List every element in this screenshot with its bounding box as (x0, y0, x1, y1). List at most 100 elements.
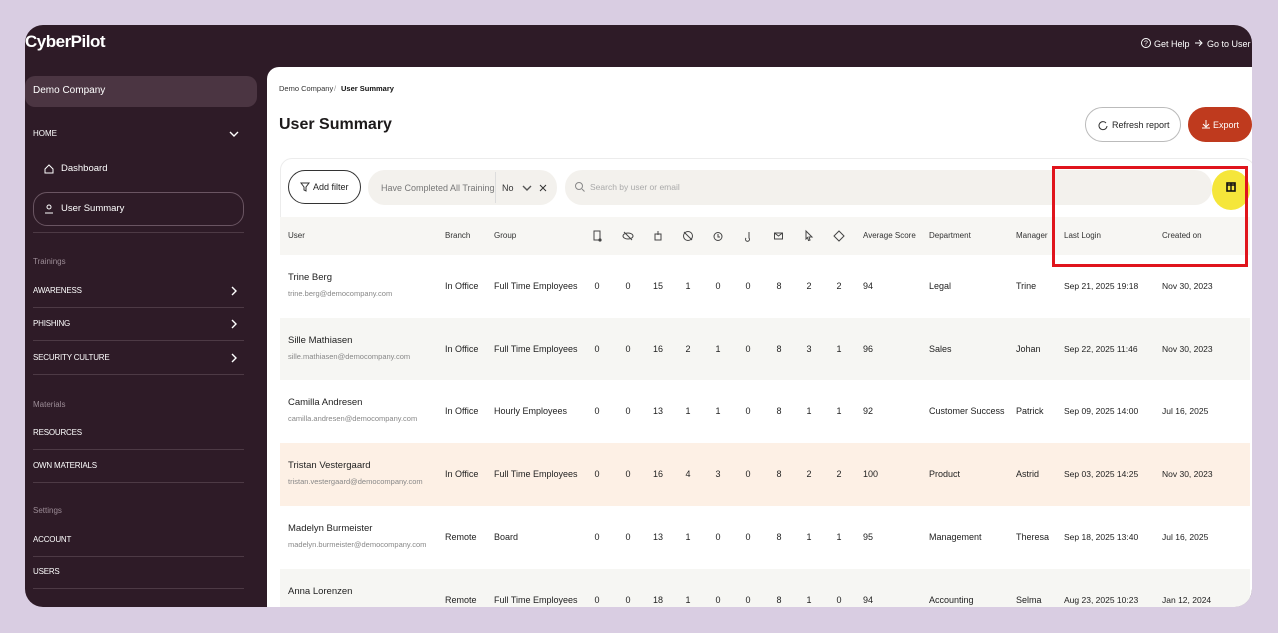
go-to-user-link[interactable]: Go to User (1207, 39, 1251, 49)
column-header[interactable]: Department (929, 231, 971, 240)
cell-created-on: Nov 30, 2023 (1162, 469, 1213, 480)
cell-count: 2 (806, 281, 812, 291)
cell-count: 0 (594, 531, 600, 542)
cell-count: 0 (594, 343, 600, 354)
column-header[interactable]: Created on (1162, 231, 1202, 240)
nav-item[interactable]: OWN MATERIALS (33, 461, 97, 470)
cell-department: Legal (929, 281, 952, 291)
column-icon (683, 231, 693, 241)
cell-count: 0 (745, 531, 751, 542)
user-name: Sille Mathiasen (288, 334, 353, 346)
cell-count: 8 (776, 531, 782, 542)
separator (33, 340, 244, 341)
cell-count: 2 (836, 281, 842, 291)
cell-count: 3 (715, 469, 721, 480)
cell-count: 13 (652, 531, 663, 542)
user-name: Madelyn Burmeister (288, 522, 373, 534)
separator (33, 556, 244, 557)
cell-count: 2 (836, 469, 842, 480)
help-icon: ? (1141, 38, 1151, 48)
table-row[interactable] (280, 505, 1250, 569)
chevron (522, 185, 532, 191)
table-row[interactable] (280, 443, 1250, 507)
cell-count: 1 (685, 594, 691, 605)
nav-item[interactable]: USERS (33, 567, 60, 576)
nav-item[interactable]: RESOURCES (33, 428, 82, 437)
cell-count: 1 (715, 343, 721, 354)
user-name: Tristan Vestergaard (288, 460, 371, 472)
help-link[interactable]: Get Help (1154, 39, 1190, 49)
nav-item[interactable]: PHISHING (33, 319, 71, 328)
cell-manager: Trine (1016, 281, 1037, 291)
cell-manager: Theresa (1016, 531, 1050, 542)
user-email: tristan.vestergaard@democompany.com (288, 477, 423, 487)
divider (495, 172, 496, 203)
table-row[interactable] (280, 317, 1250, 381)
search-input[interactable] (565, 170, 1212, 205)
cell-created-on: Jan 12, 2024 (1162, 594, 1212, 605)
company-selector[interactable] (25, 76, 257, 107)
columns-button (1226, 182, 1236, 192)
filter-value: No (502, 183, 514, 193)
cell-count: 0 (715, 281, 721, 291)
cell-count: 0 (745, 281, 751, 291)
cell-count: 8 (776, 594, 782, 605)
chevron (231, 353, 237, 363)
nav-item[interactable]: User Summary (61, 203, 125, 214)
cell-count: 0 (745, 594, 751, 605)
nav-item[interactable]: SECURITY CULTURE (33, 353, 110, 362)
cell-count: 0 (715, 531, 721, 542)
cell-count: 0 (745, 406, 751, 417)
cell-count: 1 (685, 531, 691, 542)
separator (33, 374, 244, 375)
export-label: Export (1213, 120, 1240, 130)
cell-count: 18 (652, 594, 663, 605)
column-header[interactable]: Average Score (863, 231, 916, 240)
cell-created-on: Nov 30, 2023 (1162, 343, 1213, 354)
cell-manager: Johan (1016, 343, 1041, 354)
column-header[interactable]: Group (494, 231, 517, 240)
add-filter-button[interactable] (288, 170, 361, 204)
column-header[interactable]: Branch (445, 231, 471, 240)
breadcrumb[interactable]: Demo Company (279, 84, 334, 93)
column-header[interactable]: User (288, 231, 305, 240)
cell-last-login: Sep 09, 2025 14:00 (1064, 406, 1139, 417)
cell-count: 1 (685, 281, 691, 291)
table-row[interactable] (280, 380, 1250, 444)
nav-section[interactable]: HOME (33, 129, 57, 138)
cell-branch: In Office (445, 343, 479, 354)
cell-department: Sales (929, 343, 952, 354)
cell-branch: In Office (445, 469, 479, 480)
cell-count: 16 (652, 469, 663, 480)
go-icon (1195, 39, 1203, 47)
nav-item-active (33, 192, 244, 226)
export-button[interactable] (1188, 107, 1252, 142)
cell-count: 0 (625, 343, 631, 354)
cell-count: 0 (745, 343, 751, 354)
logo: CyberPilot (25, 32, 106, 51)
company-name: Demo Company (33, 85, 106, 96)
cell-last-login: Sep 03, 2025 14:25 (1064, 469, 1139, 480)
column-header[interactable]: Last Login (1064, 231, 1101, 240)
cell-count: 13 (652, 406, 663, 417)
nav-item[interactable]: AWARENESS (33, 286, 82, 295)
cell-count: 15 (652, 281, 663, 291)
cell-count: 1 (685, 406, 691, 417)
user-email: trine.berg@democompany.com (288, 289, 393, 298)
cell-average-score: 95 (863, 531, 874, 542)
cell-average-score: 92 (863, 406, 874, 417)
cell-group: Full Time Employees (494, 594, 578, 605)
cell-count: 0 (594, 469, 600, 480)
column-icon (713, 232, 723, 241)
refresh-icon (1098, 121, 1108, 131)
column-header[interactable]: Manager (1016, 231, 1048, 240)
table-row[interactable] (280, 568, 1250, 607)
cell-count: 0 (715, 594, 721, 605)
refresh-button[interactable] (1085, 107, 1181, 142)
cell-count: 8 (776, 343, 782, 354)
filter-chip[interactable] (368, 170, 557, 205)
nav-item[interactable]: Dashboard (61, 163, 108, 174)
add-filter-label: Add filter (313, 182, 349, 192)
cell-count: 0 (594, 281, 600, 291)
nav-item[interactable]: ACCOUNT (33, 535, 72, 544)
